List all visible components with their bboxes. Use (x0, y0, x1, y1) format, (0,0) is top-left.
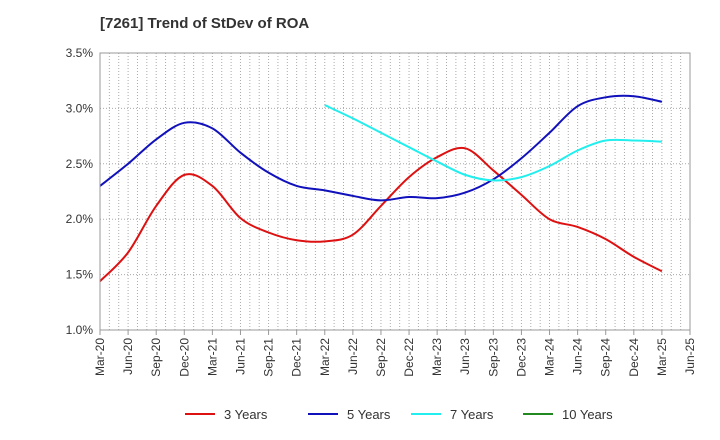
x-tick-label: Jun-25 (683, 338, 697, 375)
x-tick-label: Mar-23 (430, 338, 444, 376)
x-tick-label: Sep-23 (486, 338, 500, 377)
x-tick-label: Dec-23 (514, 338, 528, 377)
grid-lines (100, 53, 690, 330)
x-tick-label: Mar-20 (93, 338, 107, 376)
y-tick-label: 1.0% (66, 323, 94, 337)
x-tick-label: Mar-24 (543, 338, 557, 376)
x-tick-label: Sep-20 (149, 338, 163, 377)
x-tick-label: Sep-24 (599, 338, 613, 377)
legend-label-1: 3 Years (224, 407, 268, 422)
x-tick-label: Sep-21 (262, 338, 276, 377)
y-tick-label: 3.5% (66, 46, 94, 60)
y-tick-label: 2.0% (66, 212, 94, 226)
legend-label-2: 5 Years (347, 407, 391, 422)
legend: 3 Years 5 Years 7 Years 10 Years (185, 407, 613, 422)
plot-border (99, 52, 691, 331)
x-tick-label: Jun-23 (458, 338, 472, 375)
chart-title: [7261] Trend of StDev of ROA (100, 15, 310, 32)
x-tick-label: Mar-21 (205, 338, 219, 376)
series-line-1 (99, 146, 663, 282)
x-tick-label: Jun-21 (233, 338, 247, 375)
series-lines (99, 94, 663, 282)
x-tick-label: Sep-22 (374, 338, 388, 377)
y-tick-label: 2.5% (66, 157, 94, 171)
series-line-3 (324, 104, 662, 182)
y-tick-label: 1.5% (66, 268, 94, 282)
x-tick-label: Jun-20 (121, 338, 135, 375)
series-line-2 (99, 94, 663, 202)
x-tick-label: Dec-20 (177, 338, 191, 377)
legend-label-3: 7 Years (450, 407, 494, 422)
x-tick-label: Dec-21 (290, 338, 304, 377)
axes: 1.0% 1.5% 2.0% 2.5% 3.0% 3.5% Mar-20 Jun-20 Sep-… (66, 46, 697, 377)
x-tick-label: Jun-22 (346, 338, 360, 375)
y-tick-label: 3.0% (66, 101, 94, 115)
x-tick-label: Mar-22 (318, 338, 332, 376)
x-tick-label: Dec-24 (627, 338, 641, 377)
x-tick-label: Jun-24 (571, 338, 585, 375)
legend-label-4: 10 Years (562, 407, 613, 422)
x-tick-label: Mar-25 (655, 338, 669, 376)
x-tick-label: Dec-22 (402, 338, 416, 377)
